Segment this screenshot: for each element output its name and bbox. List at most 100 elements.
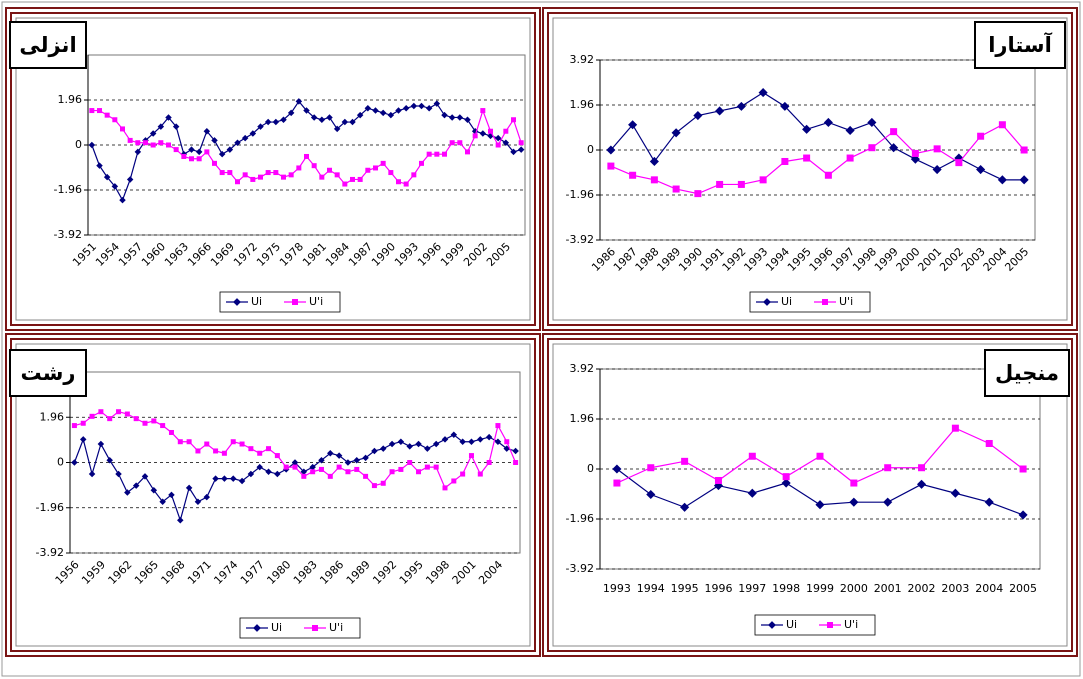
legend-label: U'i <box>844 618 858 631</box>
diamond-marker <box>88 141 96 149</box>
panel-outer-frame <box>5 7 541 331</box>
diamond-marker <box>218 150 226 158</box>
square-marker <box>477 471 483 477</box>
panel-inner-frame <box>547 338 1073 652</box>
y-tick-label: 0 <box>57 456 64 469</box>
diamond-marker <box>256 463 263 471</box>
y-tick-label: -1.96 <box>36 501 64 514</box>
square-marker <box>442 485 448 491</box>
title-box <box>974 21 1066 69</box>
x-tick-label: 2003 <box>941 582 969 595</box>
y-tick-label: 3.92 <box>570 53 595 66</box>
series-line <box>610 123 1025 195</box>
diamond-marker <box>456 114 464 121</box>
diamond-marker <box>802 124 812 134</box>
diamond-marker <box>362 454 369 462</box>
diamond-marker <box>168 491 175 499</box>
square-marker <box>403 181 409 187</box>
square-marker <box>647 464 655 472</box>
square-marker <box>227 170 233 176</box>
square-marker <box>613 479 621 487</box>
diamond-marker <box>96 162 103 169</box>
diamond-marker <box>387 111 395 119</box>
diamond-marker <box>517 146 525 153</box>
diamond-marker <box>867 117 877 127</box>
square-marker <box>513 460 519 465</box>
square-marker <box>312 625 318 631</box>
diamond-marker <box>71 459 78 466</box>
diamond-marker <box>763 298 771 306</box>
square-marker <box>468 453 474 459</box>
square-marker <box>150 142 156 148</box>
diamond-marker <box>238 477 246 485</box>
square-marker <box>195 448 201 454</box>
x-tick-label: 2001 <box>874 582 902 595</box>
square-marker <box>365 167 371 173</box>
square-marker <box>242 172 248 178</box>
diamond-marker <box>119 196 126 204</box>
diamond-marker <box>165 114 172 121</box>
diamond-marker <box>326 114 333 121</box>
square-marker <box>411 172 417 178</box>
diamond-marker <box>954 153 964 163</box>
diamond-marker <box>134 148 142 156</box>
square-marker <box>288 172 294 178</box>
panel-outer-frame <box>5 333 541 657</box>
y-tick-label: 0 <box>587 143 594 156</box>
diamond-marker <box>124 489 131 496</box>
square-marker <box>759 176 767 184</box>
diamond-marker <box>459 438 466 445</box>
diamond-marker <box>310 114 318 121</box>
diamond-marker <box>388 440 396 448</box>
square-marker <box>173 147 179 153</box>
diamond-marker <box>464 116 471 123</box>
square-marker <box>716 180 724 188</box>
y-tick-label: -3.92 <box>566 562 594 575</box>
square-marker <box>213 448 219 454</box>
square-marker <box>135 140 141 146</box>
y-tick-label: 3.92 <box>570 362 595 375</box>
diamond-marker <box>149 130 157 137</box>
square-marker <box>186 439 192 445</box>
diamond-marker <box>849 497 859 507</box>
diamond-marker <box>889 143 899 153</box>
square-marker <box>816 452 824 460</box>
x-tick-label: 1996 <box>704 582 732 595</box>
square-marker <box>235 179 240 185</box>
square-marker <box>998 121 1006 129</box>
diamond-marker <box>356 111 364 119</box>
diamond-marker <box>781 478 791 488</box>
square-marker <box>166 142 171 148</box>
title-box <box>9 21 87 69</box>
square-marker <box>292 464 298 470</box>
square-marker <box>230 439 236 445</box>
diamond-marker <box>606 145 616 155</box>
diamond-marker <box>229 475 237 482</box>
x-tick-label: 2004 <box>975 582 1003 595</box>
square-marker <box>419 160 424 166</box>
diamond-marker <box>364 105 372 112</box>
diamond-marker <box>79 436 87 443</box>
diamond-marker <box>300 468 308 475</box>
square-marker <box>133 416 139 422</box>
diamond-marker <box>177 516 184 524</box>
diamond-marker <box>172 123 180 130</box>
square-marker <box>107 416 113 422</box>
square-marker <box>327 167 332 173</box>
diamond-marker <box>510 148 517 156</box>
legend-box <box>219 291 341 313</box>
diamond-marker <box>97 440 105 448</box>
square-marker <box>426 151 432 157</box>
diamond-marker <box>680 502 690 512</box>
diamond-marker <box>194 498 202 505</box>
diamond-marker <box>450 431 458 439</box>
square-marker <box>472 133 478 139</box>
title-box <box>9 349 87 397</box>
square-marker <box>97 108 102 114</box>
square-marker <box>318 466 324 472</box>
square-marker <box>511 117 516 123</box>
square-marker <box>281 174 286 180</box>
square-marker <box>310 469 316 475</box>
square-marker <box>204 441 210 447</box>
diamond-marker <box>185 484 193 492</box>
